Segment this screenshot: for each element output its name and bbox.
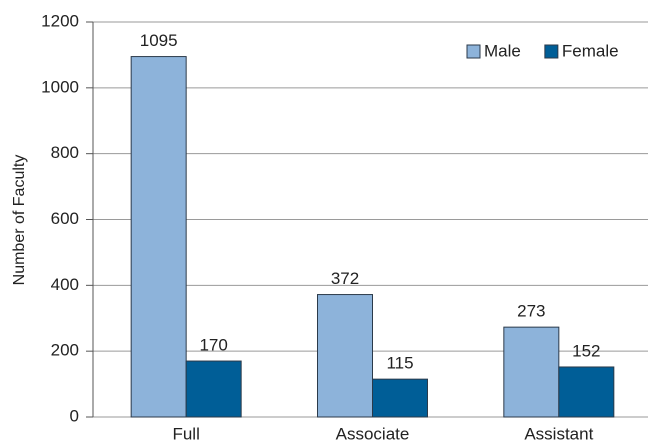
data-label: 115 bbox=[386, 354, 413, 373]
y-tick-label: 0 bbox=[70, 406, 79, 425]
legend-swatch bbox=[544, 44, 559, 59]
bar bbox=[185, 360, 242, 418]
data-label: 372 bbox=[331, 269, 359, 288]
y-tick-label: 400 bbox=[51, 275, 79, 294]
legend-label: Female bbox=[562, 41, 619, 60]
bar bbox=[503, 326, 560, 418]
data-label: 1095 bbox=[140, 31, 178, 50]
data-label: 152 bbox=[572, 341, 600, 360]
legend-label: Male bbox=[484, 41, 521, 60]
legend-swatch bbox=[466, 44, 481, 59]
x-tick-label: Associate bbox=[336, 424, 410, 443]
bar bbox=[130, 56, 187, 418]
bar bbox=[372, 378, 428, 418]
data-label: 273 bbox=[517, 302, 545, 321]
x-tick-label: Assistant bbox=[524, 424, 593, 443]
y-tick-label: 1200 bbox=[41, 11, 79, 30]
y-tick-label: 200 bbox=[51, 341, 79, 360]
y-tick-label: 600 bbox=[51, 209, 79, 228]
bar bbox=[317, 294, 373, 418]
y-tick-label: 800 bbox=[51, 143, 79, 162]
x-tick-label: Full bbox=[172, 424, 199, 443]
y-tick-label: 1000 bbox=[41, 77, 79, 96]
bar bbox=[558, 366, 615, 418]
data-label: 170 bbox=[199, 336, 227, 355]
y-axis-label: Number of Faculty bbox=[11, 155, 28, 286]
